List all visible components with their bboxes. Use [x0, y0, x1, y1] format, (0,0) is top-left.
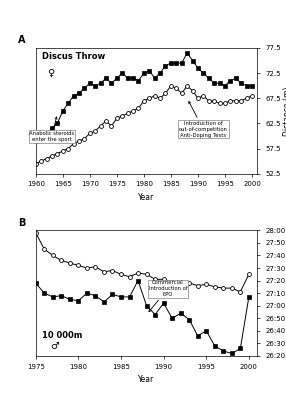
Text: B: B — [18, 218, 25, 228]
Text: Introduction of
out-of-competition
Anti-Doping Tests: Introduction of out-of-competition Anti-… — [179, 102, 228, 138]
Text: Anabolic steroids
enter the sport: Anabolic steroids enter the sport — [29, 117, 75, 142]
X-axis label: Year: Year — [138, 193, 155, 202]
Text: A: A — [18, 36, 25, 46]
Text: 10 000m: 10 000m — [42, 331, 83, 340]
Y-axis label: Distance (m): Distance (m) — [283, 86, 286, 136]
Text: ♀: ♀ — [47, 68, 54, 78]
Text: ♂: ♂ — [50, 341, 59, 351]
Text: Commercial
Introduction of
EPO: Commercial Introduction of EPO — [148, 280, 187, 312]
X-axis label: Year: Year — [138, 375, 155, 384]
Text: Discus Throw: Discus Throw — [42, 52, 106, 61]
